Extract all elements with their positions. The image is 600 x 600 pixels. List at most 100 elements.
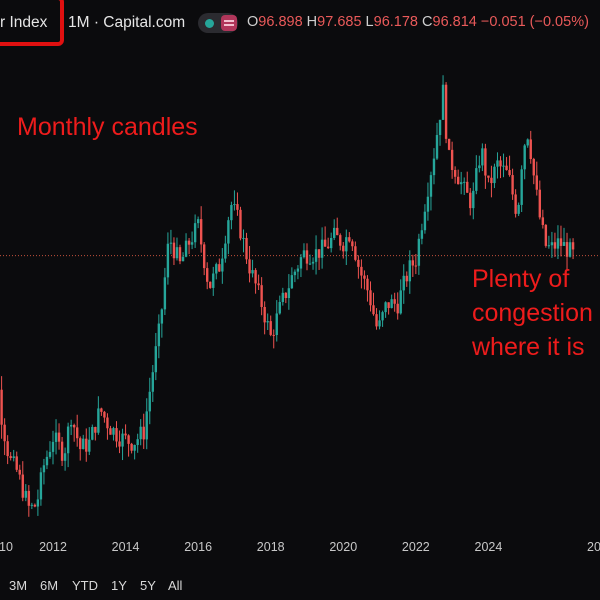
candle: [357, 255, 360, 279]
candle: [405, 271, 408, 287]
candle: [571, 238, 575, 260]
candle-body: [193, 223, 197, 243]
candle: [414, 253, 418, 275]
candle-body: [351, 241, 354, 247]
candle-body: [36, 499, 40, 507]
range-3m-button[interactable]: 3M: [9, 578, 28, 593]
candle: [66, 422, 70, 468]
candle: [447, 138, 451, 151]
candle-body: [97, 408, 100, 433]
candle: [33, 503, 37, 508]
candle-body: [121, 433, 124, 447]
candle: [57, 423, 61, 450]
candle-body: [33, 504, 37, 507]
candle-body: [196, 219, 200, 224]
candle-body: [88, 439, 91, 452]
candle: [212, 266, 215, 296]
candle: [172, 237, 176, 266]
candle: [242, 229, 245, 253]
candle-body: [202, 244, 206, 269]
candle: [6, 435, 9, 465]
candle-body: [109, 428, 112, 435]
candle: [287, 274, 291, 310]
candle: [333, 219, 336, 241]
candle-body: [372, 305, 375, 315]
candle: [218, 258, 221, 272]
annotation-monthly-candles: Monthly candles: [17, 113, 198, 141]
candle: [269, 315, 272, 337]
candle-body: [438, 119, 442, 136]
candle-body: [160, 309, 164, 324]
candle: [317, 249, 321, 270]
candle-body: [369, 290, 372, 306]
range-ytd-button[interactable]: YTD: [72, 578, 98, 593]
candle: [209, 281, 212, 289]
candle: [420, 223, 424, 245]
chart-header: r Index 1M · Capital.com O96.898 H97.685…: [0, 0, 600, 46]
candle-body: [384, 302, 387, 313]
price-chart[interactable]: [0, 42, 600, 532]
candle: [284, 292, 288, 304]
candle-body: [72, 424, 76, 428]
candle: [372, 292, 375, 316]
candle-body: [82, 438, 85, 450]
candle: [556, 225, 560, 260]
candle-body: [157, 323, 161, 347]
candle-body: [348, 237, 351, 242]
candle: [251, 259, 254, 278]
candle-body: [393, 299, 396, 304]
candle: [51, 430, 55, 465]
candle: [348, 232, 351, 243]
candle-body: [466, 181, 469, 193]
candle-body: [112, 428, 115, 435]
candle-body: [517, 204, 520, 214]
candle: [230, 201, 233, 230]
candle-body: [115, 428, 118, 442]
candle: [91, 424, 94, 441]
symbol-name[interactable]: r Index: [0, 14, 48, 31]
menu-icon[interactable]: [221, 15, 237, 31]
candle: [339, 233, 342, 251]
candle-body: [133, 444, 136, 451]
candle-body: [308, 263, 312, 265]
candle-body: [441, 84, 445, 120]
candle-body: [499, 160, 502, 167]
candle: [417, 233, 421, 275]
highlight-box: [0, 0, 64, 46]
candle-body: [532, 159, 535, 176]
candle-body: [69, 424, 73, 427]
candle: [544, 223, 548, 248]
candle-body: [336, 227, 339, 236]
ohlc-readout: O96.898 H97.685 L96.178 C96.814 −0.051 (…: [247, 14, 589, 30]
candle-body: [396, 303, 399, 314]
time-axis[interactable]: 10 2012 2014 2016 2018 2020 2022 2024 20: [0, 538, 600, 562]
range-6m-button[interactable]: 6M: [40, 578, 59, 593]
candle-body: [230, 205, 233, 221]
candle-body: [329, 237, 333, 249]
timeframe-source[interactable]: 1M · Capital.com: [68, 14, 186, 31]
candle: [148, 377, 151, 425]
candle-body: [408, 260, 411, 282]
candle: [387, 302, 390, 315]
candle-body: [0, 389, 3, 425]
candle: [469, 188, 472, 216]
range-1y-button[interactable]: 1Y: [111, 578, 127, 593]
candle: [145, 398, 148, 450]
candle: [296, 265, 300, 280]
candle: [490, 165, 493, 198]
candle: [535, 161, 538, 196]
range-5y-button[interactable]: 5Y: [140, 578, 156, 593]
candle-body: [254, 270, 257, 284]
candle: [72, 423, 76, 442]
candle: [127, 434, 130, 457]
candle: [272, 329, 275, 349]
candle: [320, 227, 324, 269]
candle: [463, 177, 466, 195]
candle: [329, 232, 333, 253]
candle-body: [266, 321, 269, 323]
candle-body: [54, 432, 58, 442]
candle-body: [145, 411, 148, 440]
candle-body: [450, 149, 454, 170]
range-all-button[interactable]: All: [168, 578, 183, 593]
candle: [487, 175, 490, 183]
